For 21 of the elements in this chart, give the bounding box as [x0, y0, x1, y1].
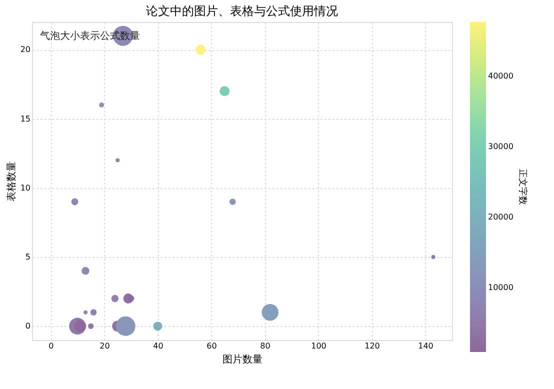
color-bar-label: 30000: [488, 142, 514, 151]
x-tick-label: 60: [206, 342, 217, 350]
y-tick-label: 0: [25, 322, 30, 331]
y-axis-title: 表格数量: [5, 162, 18, 202]
x-tick-label: 120: [364, 342, 380, 350]
y-tick-label: 15: [20, 114, 30, 124]
x-tick-label: 100: [311, 342, 326, 350]
chart-title: 论文中的图片、表格与公式使用情况: [146, 4, 338, 18]
x-tick-label: 0: [48, 342, 54, 350]
x-tick-label: 40: [153, 342, 164, 350]
color-bar-title: 正文字数: [517, 169, 528, 205]
color-bar-label: 40000: [488, 71, 514, 80]
color-bar-label: 10000: [488, 283, 514, 292]
x-tick-label: 140: [418, 342, 434, 350]
y-tick-label: 10: [20, 183, 30, 192]
x-tick-label: 20: [100, 342, 110, 350]
x-tick-label: 80: [260, 342, 270, 350]
y-tick-label: 5: [25, 252, 30, 262]
y-tick-label: 20: [20, 45, 30, 54]
color-bar-label: 20000: [488, 212, 514, 222]
x-axis-title: 图片数量: [222, 354, 262, 366]
